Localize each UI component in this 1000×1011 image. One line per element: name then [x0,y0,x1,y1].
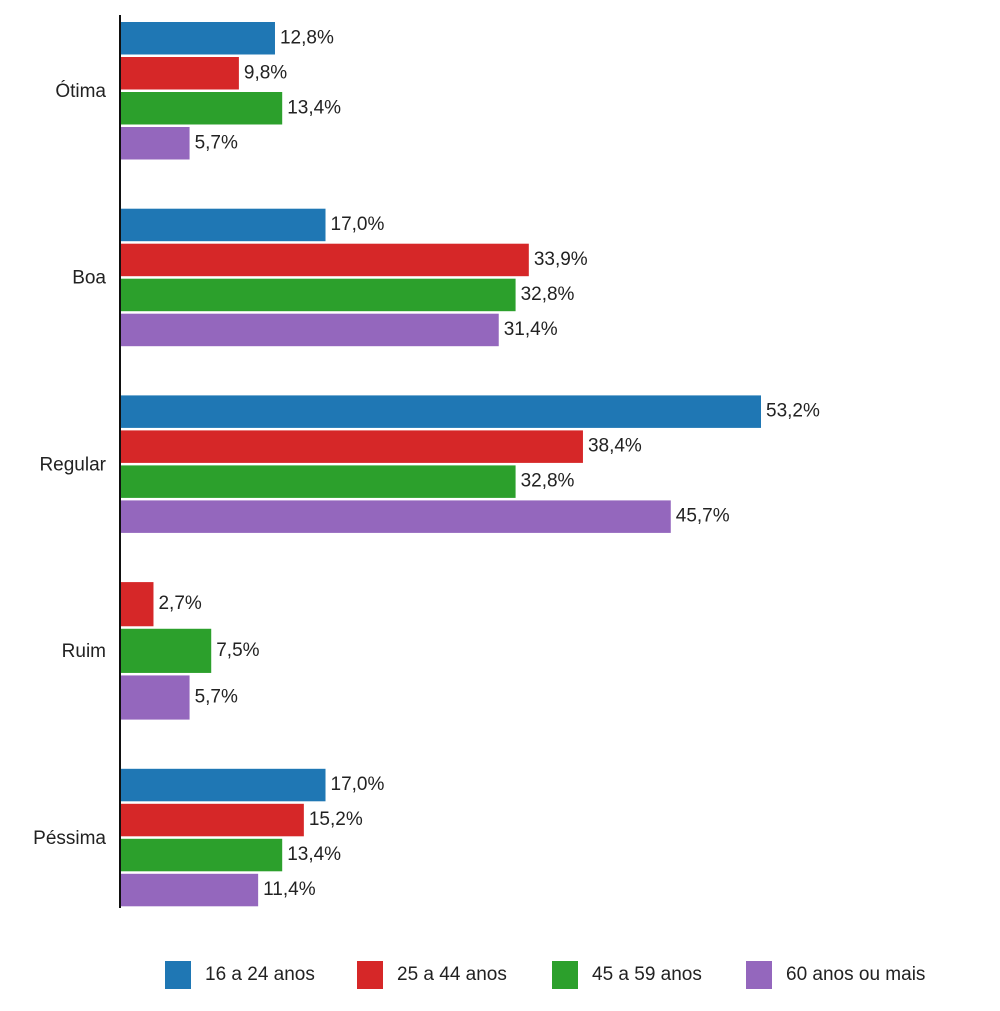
value-label: 33,9% [534,249,588,270]
value-label: 17,0% [331,774,385,795]
value-label: 5,7% [195,687,238,708]
value-label: 38,4% [588,436,642,457]
legend-label: 60 anos ou mais [786,964,925,985]
legend-label: 45 a 59 anos [592,964,702,985]
bar [121,873,259,907]
y-tick-label: Ótima [55,80,106,102]
value-label: 45,7% [676,506,730,527]
legend-swatch [746,961,772,989]
bar [121,803,304,837]
value-label: 15,2% [309,809,363,830]
value-label: 12,8% [280,27,334,48]
bar [121,57,239,90]
bar [121,430,583,463]
y-tick-label: Ruim [62,641,106,662]
bar [121,127,190,160]
bar [121,500,671,533]
bar [121,395,761,428]
value-label: 53,2% [766,401,820,422]
bar [121,278,516,312]
bar [121,582,154,627]
value-label: 32,8% [521,284,575,305]
value-label: 31,4% [504,319,558,340]
bar [121,465,516,498]
bar [121,313,499,347]
y-tick-label: Péssima [33,828,106,849]
value-label: 5,7% [195,132,238,153]
y-tick-label: Boa [72,268,106,289]
legend-swatch [552,961,578,989]
value-label: 7,5% [216,640,259,661]
bar [121,92,283,125]
value-label: 9,8% [244,62,287,83]
y-tick-label: Regular [39,454,106,475]
value-label: 2,7% [158,593,201,614]
value-label: 17,0% [331,214,385,235]
legend-label: 25 a 44 anos [397,964,507,985]
value-label: 32,8% [521,471,575,492]
legend-label: 16 a 24 anos [205,964,315,985]
bar [121,628,212,673]
bar [121,243,529,277]
value-label: 13,4% [287,844,341,865]
bar [121,22,275,55]
legend-swatch [165,961,191,989]
bar [121,768,326,802]
value-label: 11,4% [263,879,316,900]
bar [121,838,283,872]
legend-swatch [357,961,383,989]
value-label: 13,4% [287,97,341,118]
bar [121,208,326,242]
bar [121,675,190,720]
